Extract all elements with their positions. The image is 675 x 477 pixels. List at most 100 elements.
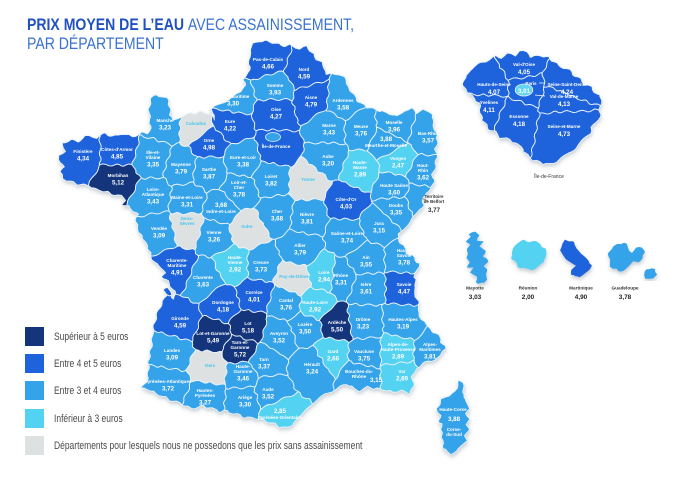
svg-text:3,57: 3,57 — [422, 138, 435, 145]
svg-text:Corrèze: Corrèze — [245, 290, 263, 295]
svg-text:2,89: 2,89 — [396, 376, 409, 383]
svg-text:3,24: 3,24 — [306, 369, 319, 376]
svg-text:Seine-Maritime: Seine-Maritime — [217, 94, 250, 99]
svg-text:Sèvres: Sèvres — [179, 221, 195, 226]
svg-text:4,22: 4,22 — [224, 126, 237, 133]
svg-text:de Belfort: de Belfort — [424, 199, 445, 204]
svg-text:Martinique: Martinique — [569, 286, 593, 291]
svg-text:Val-d'Oise: Val-d'Oise — [513, 62, 535, 67]
svg-text:Lozère: Lozère — [298, 322, 313, 327]
svg-text:Loire-: Loire- — [147, 187, 160, 192]
svg-text:3,35: 3,35 — [390, 210, 403, 217]
svg-text:Alpes-: Alpes- — [423, 342, 438, 347]
svg-text:Var: Var — [398, 369, 405, 374]
svg-text:3,81: 3,81 — [424, 354, 437, 361]
svg-text:4,98: 4,98 — [203, 145, 216, 152]
svg-text:3,52: 3,52 — [262, 394, 275, 401]
svg-text:4,05: 4,05 — [518, 69, 531, 76]
svg-text:4,24: 4,24 — [561, 89, 574, 96]
svg-text:Pyrénées-Atlantiques: Pyrénées-Atlantiques — [145, 379, 192, 384]
svg-text:Oise: Oise — [271, 107, 281, 112]
svg-text:Hautes-: Hautes- — [197, 388, 214, 393]
svg-text:Doubs: Doubs — [389, 203, 404, 208]
svg-text:Aveyron: Aveyron — [270, 331, 288, 336]
svg-text:Sarthe: Sarthe — [202, 167, 217, 172]
svg-text:5,18: 5,18 — [242, 328, 255, 335]
svg-text:Cher: Cher — [272, 209, 283, 214]
svg-text:3,75: 3,75 — [358, 356, 371, 363]
svg-text:Côtes-d'Armor: Côtes-d'Armor — [101, 147, 133, 152]
svg-text:4,18: 4,18 — [217, 307, 230, 314]
svg-text:3,78: 3,78 — [619, 294, 632, 301]
svg-text:5,49: 5,49 — [207, 338, 220, 345]
svg-text:3,82: 3,82 — [265, 181, 278, 188]
svg-text:4,01: 4,01 — [248, 297, 261, 304]
svg-text:Gironde: Gironde — [171, 316, 189, 321]
svg-text:Vienne: Vienne — [207, 230, 222, 235]
svg-text:Ardennes: Ardennes — [332, 98, 354, 103]
svg-text:3,43: 3,43 — [323, 130, 336, 137]
svg-text:3,88: 3,88 — [380, 136, 393, 143]
svg-text:Bas-Rhin: Bas-Rhin — [418, 131, 438, 136]
svg-text:3,50: 3,50 — [299, 329, 312, 336]
svg-text:Ariège: Ariège — [238, 395, 253, 400]
svg-text:4,34: 4,34 — [77, 156, 90, 163]
svg-text:4,27: 4,27 — [270, 114, 283, 121]
svg-text:2,89: 2,89 — [392, 354, 405, 361]
svg-text:3,68: 3,68 — [215, 202, 228, 209]
svg-text:3,78: 3,78 — [398, 260, 411, 267]
svg-text:Réunion: Réunion — [519, 286, 538, 291]
svg-text:3,73: 3,73 — [255, 267, 268, 274]
svg-text:3,30: 3,30 — [239, 402, 252, 409]
svg-text:Territoire: Territoire — [425, 194, 445, 199]
svg-text:4,85: 4,85 — [111, 154, 124, 161]
svg-text:4,73: 4,73 — [558, 131, 571, 138]
svg-text:3,58: 3,58 — [337, 105, 350, 112]
svg-text:Marne: Marne — [353, 165, 367, 170]
svg-text:Marne: Marne — [322, 123, 336, 128]
svg-text:Deux-: Deux- — [181, 216, 194, 221]
svg-text:Ain: Ain — [362, 255, 370, 260]
svg-text:Nord: Nord — [299, 67, 310, 72]
svg-text:2,92: 2,92 — [229, 267, 242, 274]
svg-text:3,03: 3,03 — [469, 294, 482, 301]
svg-text:Savoie: Savoie — [397, 253, 412, 258]
svg-text:3,55: 3,55 — [360, 262, 373, 269]
svg-text:Meuse: Meuse — [354, 124, 369, 129]
svg-text:Mayenne: Mayenne — [171, 162, 191, 167]
svg-text:Loire: Loire — [318, 270, 330, 275]
svg-text:Alpes-de-: Alpes-de- — [388, 342, 409, 347]
svg-text:3,27: 3,27 — [199, 400, 212, 407]
svg-text:Maritime: Maritime — [168, 263, 187, 268]
svg-text:Cantal: Cantal — [279, 298, 293, 303]
svg-text:Pyrénées-Orientales: Pyrénées-Orientales — [258, 415, 303, 420]
svg-text:3,88: 3,88 — [448, 416, 461, 423]
svg-text:Isère: Isère — [361, 282, 372, 287]
svg-text:3,78: 3,78 — [233, 192, 246, 199]
svg-text:3,60: 3,60 — [388, 190, 401, 197]
svg-text:Vilaine: Vilaine — [146, 155, 161, 160]
svg-text:3,61: 3,61 — [360, 289, 373, 296]
svg-text:3,15: 3,15 — [373, 228, 386, 235]
svg-text:4,47: 4,47 — [398, 289, 411, 296]
svg-text:Loir-et-: Loir-et- — [231, 180, 247, 185]
svg-text:Dordogne: Dordogne — [212, 300, 234, 305]
svg-text:3,31: 3,31 — [181, 202, 194, 209]
svg-text:2,47: 2,47 — [392, 163, 405, 170]
svg-text:Landes: Landes — [164, 348, 181, 353]
svg-text:Indre-et-Loire: Indre-et-Loire — [206, 209, 236, 214]
svg-text:3,79: 3,79 — [175, 169, 188, 176]
svg-text:Charente: Charente — [193, 275, 213, 280]
svg-text:Charente-: Charente- — [166, 258, 188, 263]
svg-text:Pas-de-Calais: Pas-de-Calais — [253, 57, 284, 62]
svg-text:Rhône: Rhône — [352, 374, 367, 379]
svg-text:Finistère: Finistère — [73, 149, 93, 154]
svg-text:3,81: 3,81 — [301, 219, 314, 226]
svg-text:Loiret: Loiret — [265, 174, 278, 179]
svg-text:Pyrénées: Pyrénées — [195, 393, 216, 398]
svg-text:Île-de-France: Île-de-France — [261, 142, 291, 149]
svg-text:Morbihan: Morbihan — [108, 173, 129, 178]
svg-text:Lot-et-Garonne: Lot-et-Garonne — [196, 331, 230, 336]
svg-text:Meurthe-et-Moselle: Meurthe-et-Moselle — [365, 143, 407, 148]
svg-text:Haute Saône: Haute Saône — [380, 183, 408, 188]
